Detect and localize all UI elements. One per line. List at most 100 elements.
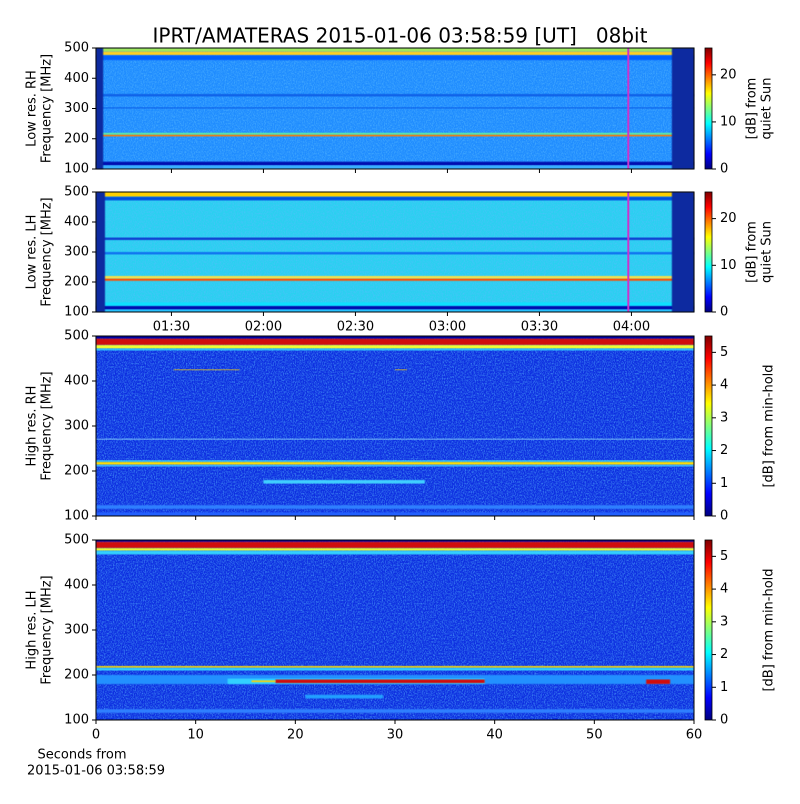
y-axis-label: Frequency [MHz] <box>40 575 55 684</box>
y-tick-label: 100 <box>64 713 89 728</box>
x-tick-label: 04:00 <box>613 320 650 335</box>
image-band <box>96 438 694 440</box>
x-tick-label: 10 <box>187 728 204 743</box>
colorbar-tick-label: 20 <box>720 67 737 82</box>
colorbar <box>704 47 713 170</box>
y-tick-label: 500 <box>64 185 89 200</box>
image-band <box>96 161 694 166</box>
x-tick-label: 60 <box>686 728 703 743</box>
image-band <box>96 667 694 671</box>
y-tick-label: 500 <box>64 329 89 344</box>
y-tick-label: 100 <box>64 509 89 524</box>
colorbar-tick-label: 3 <box>720 410 728 425</box>
y-axis-label: Frequency [MHz] <box>40 197 55 306</box>
colorbar-tick-label: 0 <box>720 509 728 524</box>
image-band <box>96 338 694 345</box>
image-band <box>96 666 694 668</box>
colorbar-tick-label: 3 <box>720 614 728 629</box>
x-axis-label: 2015-01-06 03:58:59 <box>27 764 165 779</box>
image-band <box>275 679 485 684</box>
image-band <box>96 252 694 255</box>
x-tick-label: 03:00 <box>429 320 466 335</box>
colorbar-tick-label: 2 <box>720 647 728 662</box>
x-tick-label: 0 <box>92 728 100 743</box>
colorbar-tick-label: 5 <box>720 345 728 360</box>
image-band <box>96 237 694 240</box>
colorbar-label: [dB] from <box>745 221 760 283</box>
image-band <box>96 192 694 197</box>
y-axis-label: Low res. RH <box>25 70 40 147</box>
colorbar-label: [dB] from min-hold <box>762 568 777 691</box>
colorbar-label: quiet Sun <box>760 221 775 283</box>
image-band <box>96 276 694 279</box>
y-tick-label: 400 <box>64 215 89 230</box>
image-band <box>96 709 694 713</box>
image-band <box>173 369 240 371</box>
y-tick-label: 200 <box>64 131 89 146</box>
image-band <box>395 369 407 371</box>
colorbar-tick-label: 10 <box>720 114 737 129</box>
x-tick-label: 03:30 <box>521 320 558 335</box>
x-tick-label: 01:30 <box>153 320 190 335</box>
y-tick-label: 300 <box>64 419 89 434</box>
image-band <box>305 694 384 699</box>
image-band <box>96 540 694 542</box>
image-band <box>96 550 694 555</box>
image-band <box>96 541 694 549</box>
y-tick-label: 300 <box>64 623 89 638</box>
image-band <box>96 192 105 312</box>
x-tick-label: 02:00 <box>245 320 282 335</box>
image-band <box>96 48 104 169</box>
colorbar <box>704 191 713 313</box>
y-tick-label: 200 <box>64 275 89 290</box>
colorbar <box>704 335 713 517</box>
x-axis-label: Seconds from <box>37 748 126 763</box>
image-band <box>96 302 694 306</box>
spectrogram-image <box>96 540 694 720</box>
image-noise <box>96 336 694 516</box>
y-axis-label: High res. RH <box>25 386 40 467</box>
x-tick-label: 50 <box>586 728 603 743</box>
colorbar-tick-label: 4 <box>720 378 728 393</box>
image-band <box>96 278 694 281</box>
y-tick-label: 300 <box>64 245 89 260</box>
y-axis-label: High res. LH <box>25 590 40 669</box>
colorbar-tick-label: 10 <box>720 258 737 273</box>
spectrogram-image <box>96 336 694 516</box>
image-band <box>96 336 694 339</box>
image-band <box>96 348 694 351</box>
image-band <box>96 51 694 56</box>
image-band <box>96 464 694 467</box>
image-band <box>96 132 694 135</box>
y-tick-label: 200 <box>64 464 89 479</box>
y-tick-label: 400 <box>64 374 89 389</box>
x-tick-label: 02:30 <box>337 320 374 335</box>
image-band <box>96 345 694 349</box>
y-axis-label: Frequency [MHz] <box>40 54 55 163</box>
spectrogram-image <box>96 48 694 169</box>
image-band <box>96 505 694 509</box>
colorbar-tick-label: 4 <box>720 582 728 597</box>
chart-title: IPRT/AMATERAS 2015-01-06 03:58:59 [UT] 0… <box>153 24 648 48</box>
colorbar-tick-label: 1 <box>720 476 728 491</box>
image-band <box>96 93 694 97</box>
colorbar-tick-label: 2 <box>720 443 728 458</box>
colorbar-label: [dB] from <box>745 78 760 140</box>
image-band <box>96 48 694 52</box>
image-band <box>671 192 694 312</box>
colorbar-tick-label: 0 <box>720 713 728 728</box>
colorbar-label: [dB] from min-hold <box>762 364 777 487</box>
y-tick-label: 200 <box>64 668 89 683</box>
image-noise <box>96 540 694 720</box>
colorbar-tick-label: 5 <box>720 549 728 564</box>
image-band <box>96 548 694 551</box>
colorbar-tick-label: 20 <box>720 211 737 226</box>
image-band <box>96 165 694 169</box>
colorbar-tick-label: 1 <box>720 680 728 695</box>
y-axis-label: Frequency [MHz] <box>40 371 55 480</box>
colorbar <box>704 539 713 721</box>
image-band <box>671 48 694 169</box>
x-tick-label: 20 <box>287 728 304 743</box>
image-band <box>96 460 694 462</box>
x-tick-label: 40 <box>486 728 503 743</box>
